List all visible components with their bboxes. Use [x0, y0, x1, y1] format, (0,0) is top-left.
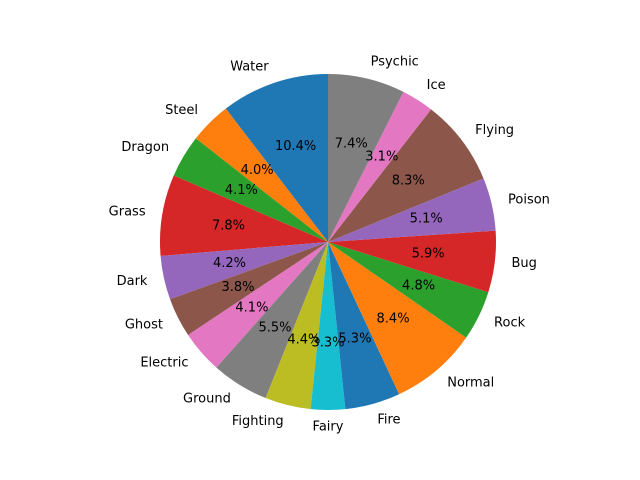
- category-label-ground: Ground: [183, 392, 231, 407]
- percentage-label-steel: 4.0%: [241, 163, 274, 178]
- category-label-water: Water: [230, 60, 269, 75]
- percentage-label-dragon: 4.1%: [225, 183, 258, 198]
- percentage-label-flying: 8.3%: [392, 174, 425, 189]
- category-label-poison: Poison: [508, 193, 550, 208]
- category-labels: Water Steel Dragon Grass Dark Ghost Electric Gr…: [109, 55, 550, 435]
- pie-slice-steel: [195, 108, 328, 243]
- pie-slice-flying: [328, 109, 484, 242]
- percentage-label-rock: 4.8%: [402, 279, 435, 294]
- category-label-dark: Dark: [117, 274, 148, 289]
- category-label-fighting: Fighting: [232, 414, 284, 429]
- percentage-label-water: 10.4%: [275, 139, 316, 154]
- category-label-normal: Normal: [447, 376, 494, 391]
- percentage-labels: 10.4%4.0% 4.1% 7.8% 4.2% 3.8% 4.1% 5.5%4.4%3.3…: [212, 136, 445, 350]
- category-label-ice: Ice: [427, 78, 446, 93]
- percentage-label-grass: 7.8%: [212, 218, 245, 233]
- pie-slice-grass: [159, 175, 328, 256]
- pie-slice-ground: [216, 242, 328, 398]
- pie-slice-dark: [160, 242, 328, 300]
- pie-slice-ghost: [170, 242, 328, 335]
- category-label-fire: Fire: [377, 413, 400, 428]
- pie-slice-electric: [188, 242, 328, 368]
- percentage-label-ice: 3.1%: [365, 149, 398, 164]
- category-label-ghost: Ghost: [125, 318, 163, 333]
- pie-slice-psychic: [328, 74, 404, 242]
- pie-slice-fighting: [265, 242, 328, 410]
- category-label-steel: Steel: [165, 103, 198, 118]
- percentage-label-ghost: 3.8%: [221, 280, 254, 295]
- percentage-label-fairy: 3.3%: [311, 335, 344, 350]
- pie-slice-water: [225, 74, 328, 242]
- percentage-label-fighting: 4.4%: [287, 332, 320, 347]
- pie-slice-normal: [328, 242, 467, 395]
- percentage-label-psychic: 7.4%: [335, 136, 368, 151]
- percentage-label-bug: 5.9%: [412, 246, 445, 261]
- percentage-label-ground: 5.5%: [258, 320, 291, 335]
- pie-slice-bug: [328, 230, 497, 293]
- percentage-label-dark: 4.2%: [213, 256, 246, 271]
- pie-slice-fairy: [310, 242, 346, 411]
- pie-slices: [159, 74, 497, 411]
- category-label-fairy: Fairy: [313, 419, 344, 434]
- percentage-label-normal: 8.4%: [377, 312, 410, 327]
- pie-slice-fire: [328, 242, 400, 410]
- pie-slice-poison: [328, 178, 496, 242]
- percentage-label-fire: 5.3%: [338, 332, 371, 347]
- percentage-label-electric: 4.1%: [235, 301, 268, 316]
- category-label-dragon: Dragon: [121, 140, 169, 155]
- pie-slice-rock: [328, 242, 489, 338]
- pie-slice-ice: [328, 91, 432, 243]
- pie-slice-dragon: [173, 138, 328, 242]
- category-label-electric: Electric: [140, 356, 188, 371]
- category-label-rock: Rock: [494, 316, 526, 331]
- category-label-bug: Bug: [512, 256, 537, 271]
- category-label-grass: Grass: [109, 205, 146, 220]
- category-label-psychic: Psychic: [371, 55, 419, 70]
- percentage-label-poison: 5.1%: [410, 212, 443, 227]
- category-label-flying: Flying: [475, 123, 514, 138]
